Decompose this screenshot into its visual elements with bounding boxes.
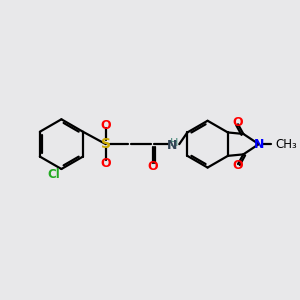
Text: Cl: Cl xyxy=(48,168,61,181)
Text: O: O xyxy=(233,159,243,172)
Text: O: O xyxy=(233,116,243,129)
Text: H: H xyxy=(170,138,178,148)
Text: O: O xyxy=(100,157,111,170)
Text: S: S xyxy=(101,137,111,151)
Text: CH₃: CH₃ xyxy=(275,138,297,151)
Text: N: N xyxy=(167,139,177,152)
Text: N: N xyxy=(254,138,264,151)
Text: O: O xyxy=(100,118,111,132)
Text: O: O xyxy=(147,160,158,172)
